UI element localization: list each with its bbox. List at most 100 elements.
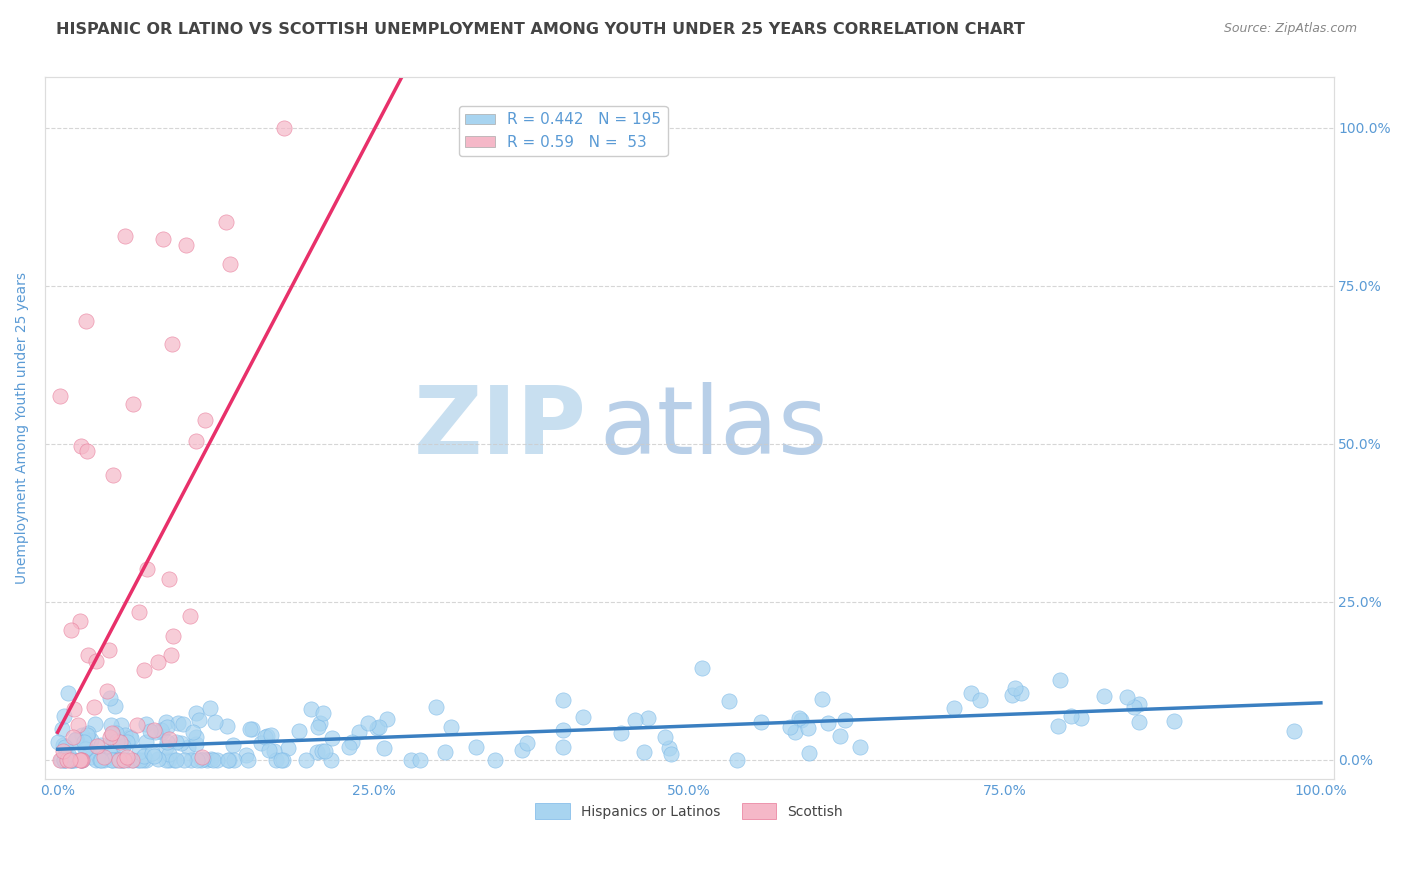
Point [250, 736, 273, 750]
Point [76, 728, 98, 742]
Point [127, 718, 149, 732]
Point [572, 709, 595, 723]
Point [165, 735, 187, 749]
Point [1115, 690, 1137, 705]
Point [848, 739, 870, 754]
Point [120, 731, 142, 746]
Point [409, 753, 432, 767]
Point [114, 728, 136, 742]
Point [101, 727, 124, 741]
Point [59, 624, 82, 638]
Point [108, 734, 131, 748]
Point [53, 739, 76, 754]
Point [104, 753, 127, 767]
Point [76, 648, 98, 663]
Point [75, 314, 97, 328]
Point [811, 692, 834, 706]
Point [551, 739, 574, 754]
Point [1004, 681, 1026, 696]
Point [440, 720, 463, 734]
Point [135, 753, 157, 767]
Point [186, 434, 208, 449]
Point [259, 728, 281, 742]
Point [52, 709, 75, 723]
Point [152, 232, 174, 246]
Point [551, 723, 574, 737]
Point [73, 734, 96, 748]
Point [637, 711, 659, 725]
Point [1128, 698, 1150, 712]
Point [93, 750, 115, 764]
Point [173, 753, 195, 767]
Point [101, 732, 124, 747]
Point [135, 562, 157, 576]
Point [301, 701, 323, 715]
Point [86, 739, 108, 754]
Point [1284, 723, 1306, 738]
Point [150, 724, 173, 739]
Point [337, 740, 360, 755]
Point [373, 741, 395, 756]
Point [146, 752, 169, 766]
Point [142, 723, 165, 737]
Point [433, 745, 456, 759]
Point [80, 733, 103, 747]
Point [112, 753, 135, 767]
Point [142, 748, 165, 763]
Y-axis label: Unemployment Among Youth under 25 years: Unemployment Among Youth under 25 years [15, 272, 30, 584]
Point [215, 215, 238, 229]
Point [253, 730, 276, 744]
Point [132, 663, 155, 677]
Point [56, 753, 79, 767]
Point [271, 753, 294, 767]
Point [67, 718, 90, 732]
Point [828, 730, 851, 744]
Point [321, 731, 343, 745]
Point [62, 753, 84, 767]
Point [98, 730, 121, 744]
Point [128, 753, 150, 767]
Point [46, 735, 69, 749]
Point [100, 726, 122, 740]
Point [65, 732, 87, 747]
Point [633, 744, 655, 758]
Point [135, 716, 157, 731]
Point [122, 397, 145, 411]
Point [357, 715, 380, 730]
Point [59, 753, 82, 767]
Point [273, 120, 295, 135]
Point [942, 701, 965, 715]
Point [236, 753, 259, 767]
Point [1049, 673, 1071, 687]
Point [186, 753, 208, 767]
Point [235, 748, 257, 763]
Point [342, 735, 364, 749]
Point [198, 700, 221, 714]
Point [195, 753, 218, 767]
Point [551, 693, 574, 707]
Point [143, 725, 166, 739]
Point [624, 713, 647, 727]
Legend: Hispanics or Latinos, Scottish: Hispanics or Latinos, Scottish [530, 797, 849, 824]
Point [98, 643, 121, 657]
Point [157, 747, 180, 761]
Point [49, 753, 72, 767]
Point [464, 739, 486, 754]
Point [146, 655, 169, 669]
Point [86, 747, 108, 761]
Point [63, 753, 86, 767]
Point [783, 724, 806, 739]
Point [101, 467, 124, 482]
Point [114, 229, 136, 244]
Point [165, 753, 187, 767]
Point [49, 753, 72, 767]
Point [70, 753, 93, 767]
Point [787, 711, 810, 725]
Point [141, 746, 163, 760]
Point [83, 699, 105, 714]
Point [187, 713, 209, 727]
Point [690, 660, 713, 674]
Point [217, 753, 239, 767]
Point [202, 753, 225, 767]
Point [155, 714, 177, 729]
